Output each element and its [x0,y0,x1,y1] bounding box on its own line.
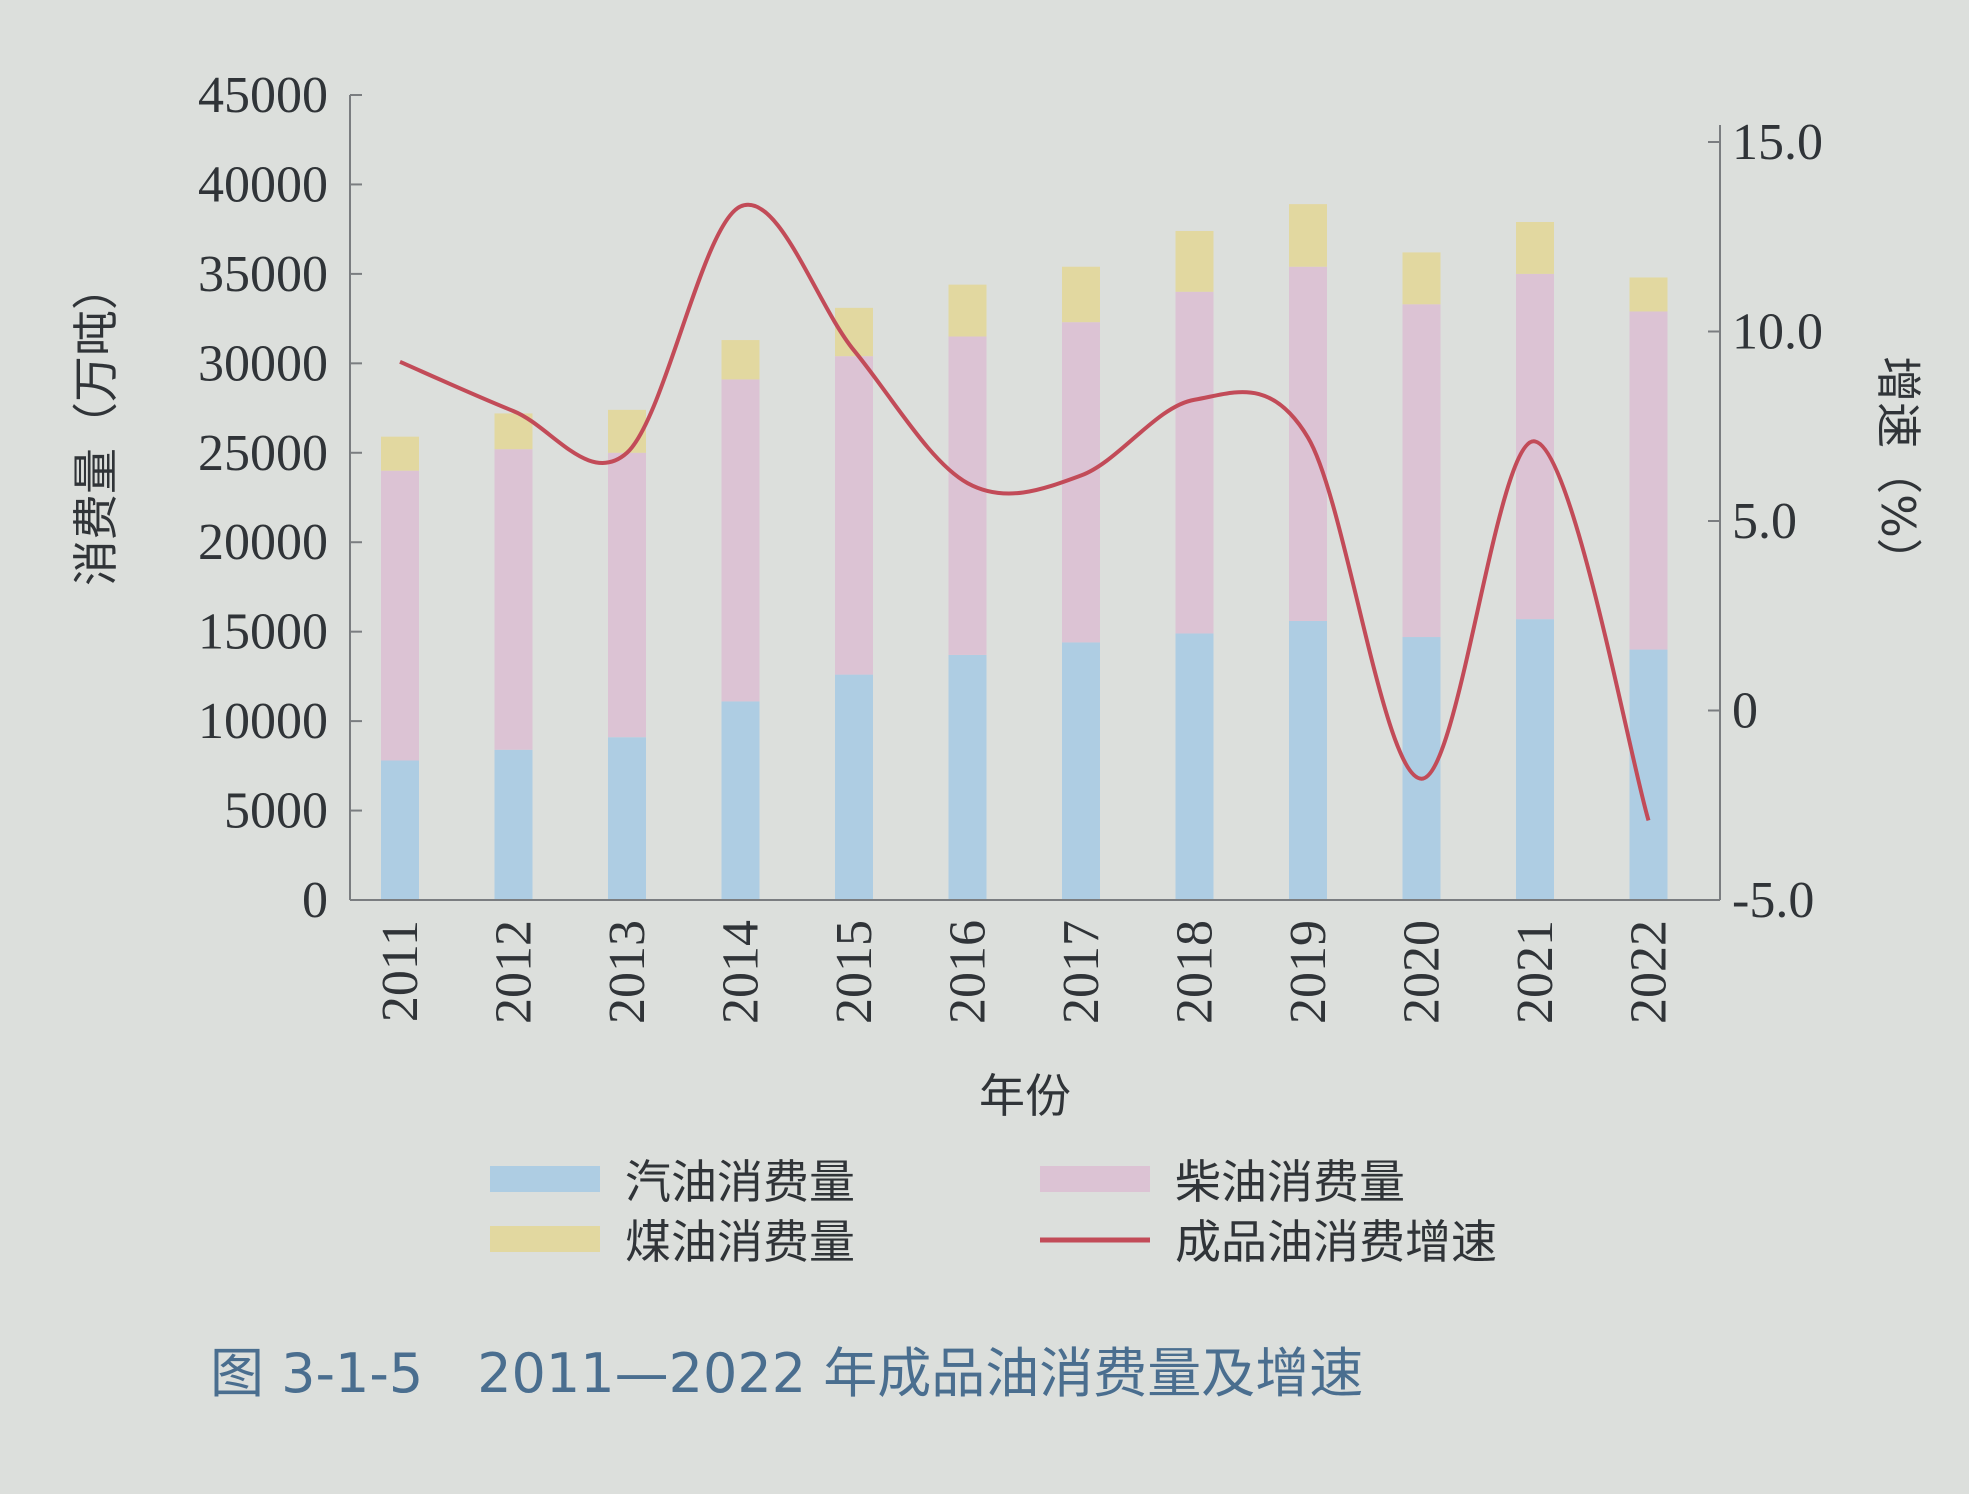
legend-swatch [490,1226,600,1252]
bar-2014-series-2 [721,340,760,380]
right-tick-label: 10.0 [1732,304,1823,361]
x-tick-label: 2011 [372,920,429,1022]
legend-label: 成品油消费增速 [1175,1215,1497,1269]
bar-2020-series-1 [1402,304,1441,638]
bar-2016-series-0 [948,654,987,900]
bar-2014-series-1 [721,379,760,702]
legend-swatch [1040,1166,1150,1192]
left-tick-label: 0 [302,872,328,929]
x-axis-ticks: 2011 2012 2013 2014 2015 2016 2017 2018 2019 2020… [372,920,1678,1024]
x-tick-label: 2015 [826,920,883,1024]
bar-2018-series-0 [1175,633,1214,900]
x-tick-label: 2020 [1394,920,1451,1024]
legend-label: 汽油消费量 [625,1155,855,1209]
bar-2019-series-1 [1289,266,1327,621]
right-tick-label: 5.0 [1732,493,1797,550]
x-tick-label: 2021 [1507,920,1564,1024]
x-tick-label: 2012 [486,920,543,1024]
growth-line [399,202,1651,821]
bar-2016-series-2 [948,284,987,337]
right-tick-label: 15.0 [1732,114,1823,171]
y-right-title: 增速（%） [1871,356,1925,584]
x-tick-label: 2013 [599,920,656,1024]
bar-2012-series-0 [494,749,533,900]
bar-2021-series-2 [1516,222,1554,274]
bar-2013-series-0 [608,737,646,900]
growth-line-layer [399,202,1651,821]
bar-2019-series-0 [1289,620,1327,900]
bar-2019-series-2 [1289,204,1327,267]
bar-2011-series-0 [381,760,419,900]
bar-2017-series-2 [1062,266,1100,323]
y-left-title: 消费量（万吨） [69,264,123,586]
bar-2013-series-1 [608,452,646,738]
left-axis-ticks: 0 5000 10000 15000 20000 25000 30000 35000 40000… [198,67,362,929]
bar-2015-series-0 [835,674,873,900]
x-tick-label: 2016 [940,920,997,1024]
bar-2022-series-2 [1629,277,1668,312]
bar-2020-series-2 [1402,252,1441,305]
bar-2011-series-2 [381,436,419,471]
bar-2017-series-0 [1062,642,1100,900]
bar-2011-series-1 [381,470,419,761]
x-tick-label: 2018 [1167,920,1224,1024]
legend-swatch [490,1166,600,1192]
x-tick-label: 2022 [1621,920,1678,1024]
bar-2021-series-1 [1516,273,1554,620]
left-tick-label: 20000 [198,514,328,571]
legend-label: 煤油消费量 [625,1215,855,1269]
x-tick-label: 2014 [713,920,770,1024]
bar-2013-series-2 [608,409,646,453]
left-tick-label: 10000 [198,693,328,750]
left-tick-label: 35000 [198,246,328,303]
left-tick-label: 30000 [198,335,328,392]
left-tick-label: 5000 [224,783,328,840]
bar-2017-series-1 [1062,322,1100,643]
x-title: 年份 [979,1069,1071,1123]
bar-2012-series-1 [494,449,533,750]
x-tick-label: 2019 [1280,920,1337,1024]
left-tick-label: 45000 [198,67,328,124]
bar-2021-series-0 [1516,619,1554,900]
bar-2014-series-0 [721,701,760,900]
bar-2018-series-2 [1175,230,1214,292]
left-tick-label: 15000 [198,604,328,661]
figure-caption: 图 3-1-5 2011—2022 年成品油消费量及增速 [210,1342,1363,1405]
bar-2018-series-1 [1175,291,1214,634]
left-tick-label: 25000 [198,425,328,482]
left-tick-label: 40000 [198,156,328,213]
x-tick-label: 2017 [1053,920,1110,1024]
bar-2016-series-1 [948,336,987,655]
legend-label: 柴油消费量 [1175,1155,1405,1209]
bar-2015-series-1 [835,356,873,675]
right-axis-ticks: -5.0 0 5.0 10.0 15.0 [1708,114,1823,929]
bar-2022-series-1 [1629,311,1668,650]
bar-layer [381,204,1668,900]
right-tick-label: 0 [1732,683,1758,740]
right-tick-label: -5.0 [1732,872,1814,929]
